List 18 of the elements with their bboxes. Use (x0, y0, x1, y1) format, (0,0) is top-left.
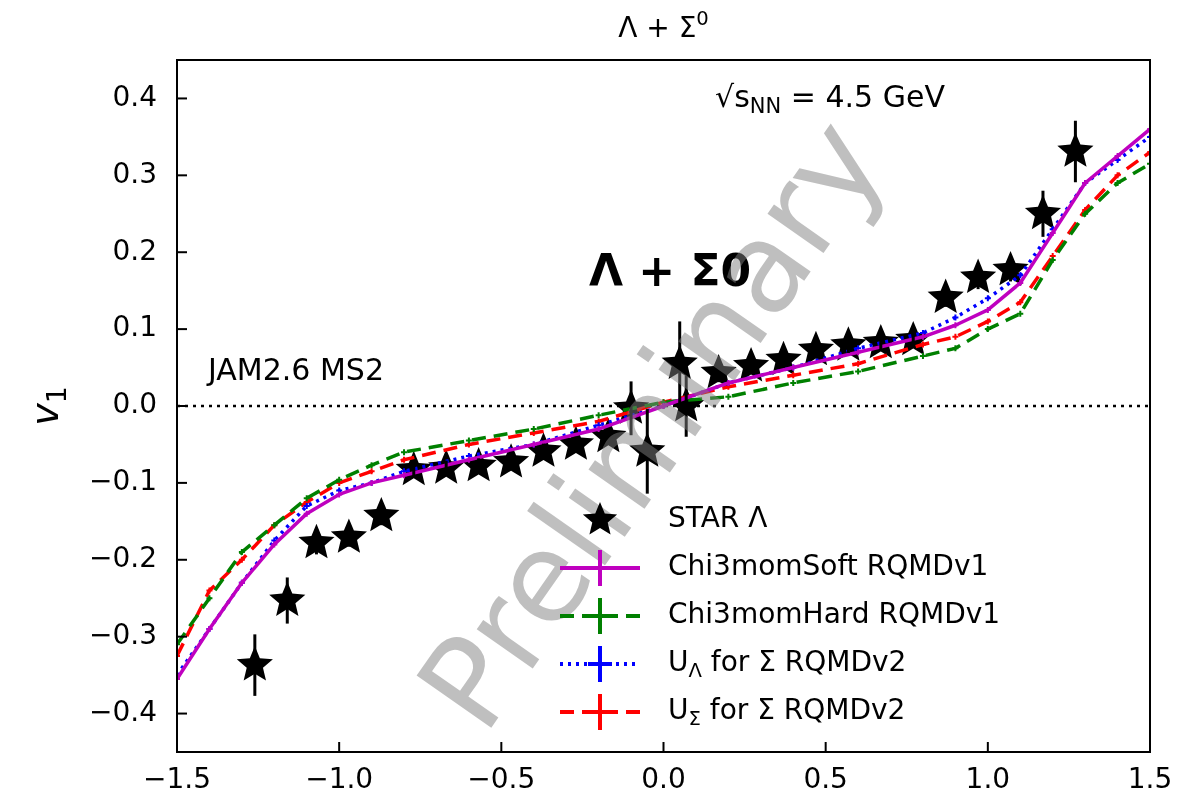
y-tick-label: 0.0 (112, 387, 157, 421)
y-tick-label: −0.3 (89, 617, 157, 651)
y-tick-label: 0.2 (112, 233, 157, 267)
annotation: JAM2.6 MS2 (206, 351, 384, 387)
y-tick-label: −0.2 (89, 541, 157, 575)
x-tick-label: 0.5 (803, 762, 848, 796)
y-tick-label: −0.1 (89, 464, 157, 498)
y-tick-label: 0.1 (112, 310, 157, 344)
y-tick-label: 0.4 (112, 79, 157, 113)
x-tick-label: −1.5 (143, 762, 211, 796)
x-tick-label: 1.5 (1127, 762, 1173, 796)
y-tick-label: −0.4 (89, 694, 157, 728)
y-axis-title: v1 (22, 386, 73, 426)
x-tick-label: 0.0 (641, 762, 686, 796)
y-tick-label: 0.3 (112, 156, 157, 190)
x-tick-label: 1.0 (965, 762, 1011, 796)
x-tick-label: −1.0 (305, 762, 374, 796)
x-tick-label: −0.5 (467, 762, 536, 796)
